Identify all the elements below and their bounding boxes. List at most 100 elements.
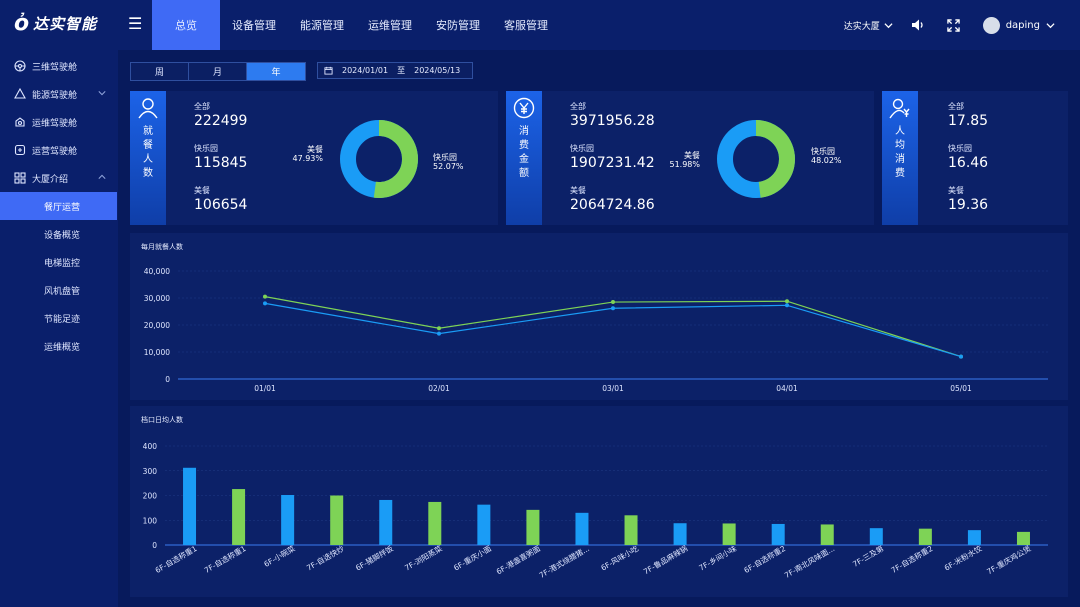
tab-operations-management[interactable]: 运维管理 [368, 19, 412, 32]
tab-security-management[interactable]: 安防管理 [436, 19, 480, 32]
x-tick-label: 6F-自选称重2 [742, 543, 788, 575]
stat-kuaileyuan: 快乐园 115845 [194, 144, 248, 171]
donut-slice-kuaileyuan [717, 120, 795, 198]
y-tick-label: 0 [165, 375, 170, 384]
card-title: 就餐人数 [143, 126, 153, 179]
bar [1016, 531, 1030, 545]
stat-total: 全部 222499 [194, 102, 248, 129]
sidebar: 三维驾驶舱 能源驾驶舱 运维驾驶舱 运营驾驶舱 大厦介绍 餐厅运营 设备概览 电… [0, 50, 118, 607]
chevron-up-icon [98, 174, 106, 179]
y-tick-label: 200 [143, 492, 158, 501]
x-tick-label: 03/01 [602, 384, 624, 393]
x-tick-label: 7F-南北风味面... [782, 543, 836, 580]
x-tick-label: 7F-浏阳蒸菜 [403, 543, 445, 573]
sidebar-item-label: 三维驾驶舱 [32, 62, 78, 73]
chart-title: 档口日均人数 [141, 416, 183, 424]
sidebar-subitem-elevator-monitor[interactable]: 电梯监控 [44, 258, 81, 269]
donut-right-label: 快乐园 48.02% [811, 147, 842, 165]
bar [771, 523, 785, 545]
x-tick-label: 6F-风味小吃 [599, 543, 641, 573]
fullscreen-icon[interactable] [947, 18, 961, 32]
y-tick-label: 20,000 [144, 321, 170, 330]
stat-meican: 美餐 2064724.86 [570, 186, 655, 213]
x-tick-label: 7F-三及第 [851, 543, 886, 569]
bar [330, 495, 344, 545]
data-point [437, 326, 441, 331]
data-point [785, 303, 789, 308]
menu-icon[interactable]: ☰ [128, 14, 143, 33]
sidebar-item-operation-cockpit[interactable]: 运营驾驶舱 [0, 136, 118, 164]
tab-overview[interactable]: 总览 [152, 0, 220, 50]
bar [967, 530, 981, 545]
chevron-down-icon [1046, 22, 1055, 28]
y-tick-label: 10,000 [144, 348, 170, 357]
chart-title: 每月就餐人数 [141, 243, 183, 251]
sidebar-item-label: 运维驾驶舱 [32, 118, 78, 129]
volume-icon[interactable] [911, 18, 925, 32]
tab-device-management[interactable]: 设备管理 [232, 19, 276, 32]
sidebar-subitem-fan-coil[interactable]: 风机盘管 [44, 286, 81, 297]
card-badge: 消费金额 [506, 91, 542, 225]
user-menu[interactable]: daping [982, 16, 1055, 34]
line-chart: 40,000 30,000 20,000 10,000 0 01/01 02/01 03/01… [144, 267, 1048, 393]
x-tick-label: 7F-自选快炒 [304, 543, 346, 573]
bar [526, 509, 540, 545]
period-month-button[interactable]: 月 [189, 63, 247, 80]
card-title: 消费金额 [519, 126, 529, 179]
main-nav: 总览 设备管理 能源管理 运维管理 安防管理 客服管理 [152, 0, 560, 50]
x-tick-label: 6F-猪脚拌饭 [354, 543, 396, 573]
top-right-tools: 达实大厦 daping [844, 0, 1080, 50]
tab-service-management[interactable]: 客服管理 [504, 19, 548, 32]
logo[interactable]: ὀ 达实智能 [14, 11, 97, 36]
series-line [264, 296, 962, 358]
sidebar-subitem-device-overview[interactable]: 设备概览 [44, 230, 81, 241]
sidebar-subitem-energy-footprint[interactable]: 节能足迹 [44, 314, 81, 325]
y-tick-label: 0 [152, 541, 157, 550]
x-tick-label: 7F-港式烧腊猪... [537, 543, 591, 580]
data-point [959, 354, 963, 359]
grid-icon [14, 172, 26, 184]
bar [428, 501, 442, 545]
bar-chart: 400 300 200 100 06F-自选称重1 7F-自选称重1 6F-小碗菜 7F-自选… [143, 442, 1048, 580]
period-year-button[interactable]: 年 [247, 63, 305, 80]
chevron-down-icon [98, 91, 106, 96]
sidebar-item-ops-cockpit[interactable]: 运维驾驶舱 [0, 108, 118, 136]
steering-icon [14, 60, 26, 72]
bar [232, 489, 246, 545]
date-separator: 至 [397, 66, 406, 75]
top-bar: ὀ 达实智能 ☰ 总览 设备管理 能源管理 运维管理 安防管理 客服管理 达实大… [0, 0, 1080, 50]
x-tick-label: 6F-自选称重1 [153, 543, 199, 575]
bar [575, 512, 589, 545]
period-week-button[interactable]: 周 [131, 63, 189, 80]
sidebar-item-building-intro[interactable]: 大厦介绍 [0, 164, 118, 192]
sidebar-item-energy-cockpit[interactable]: 能源驾驶舱 [0, 80, 118, 108]
x-tick-label: 02/01 [428, 384, 450, 393]
building-name: 达实大厦 [843, 21, 880, 32]
diners-card: 就餐人数 全部 222499 快乐园 115845 美餐 106654 美餐 47.93… [130, 91, 498, 225]
tab-energy-management[interactable]: 能源管理 [300, 19, 344, 32]
date-range-picker[interactable]: 2024/01/01 至 2024/05/13 [317, 62, 473, 79]
x-tick-label: 7F-自选称重2 [889, 543, 935, 575]
y-tick-label: 30,000 [144, 294, 170, 303]
sidebar-item-3d-cockpit[interactable]: 三维驾驶舱 [0, 52, 118, 80]
avatar [982, 16, 1000, 34]
bar [673, 523, 687, 545]
building-selector[interactable]: 达实大厦 [844, 19, 893, 32]
sidebar-item-label: 能源驾驶舱 [32, 90, 78, 101]
logo-text: 达实智能 [33, 15, 98, 33]
donut-left-label: 美餐 47.93% [292, 145, 323, 163]
sidebar-subitem-restaurant-ops[interactable]: 餐厅运营 [0, 192, 117, 220]
sidebar-subitem-ops-overview[interactable]: 运维概览 [44, 342, 81, 353]
spending-card: 消费金额 全部 3971956.28 快乐园 1907231.42 美餐 206472… [506, 91, 874, 225]
per-capita-card: 人均消费 全部 17.85 快乐园 16.46 美餐 19.36 [882, 91, 1068, 225]
y-tick-label: 100 [143, 516, 158, 525]
data-point [611, 306, 615, 311]
recycle-icon [14, 88, 26, 100]
monthly-diners-panel: 每月就餐人数 40,000 30,000 20,000 10,000 0 01/01 02/… [130, 233, 1068, 400]
x-tick-label: 05/01 [950, 384, 972, 393]
yen-icon [513, 97, 535, 119]
data-point [437, 331, 441, 336]
bar [624, 515, 638, 545]
card-badge: 人均消费 [882, 91, 918, 225]
bar [820, 524, 834, 545]
